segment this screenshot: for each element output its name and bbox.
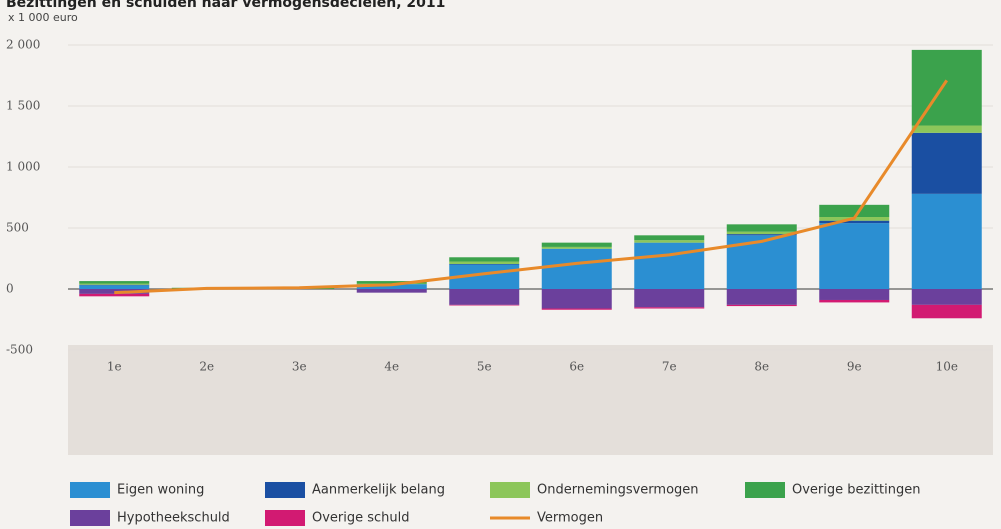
bar-segment bbox=[79, 284, 150, 286]
line-series bbox=[114, 79, 948, 295]
bar-segment bbox=[726, 234, 797, 236]
bar-segment bbox=[819, 299, 890, 303]
bar-segment bbox=[634, 307, 705, 309]
legend-swatch bbox=[265, 482, 305, 498]
y-tick-label: 1 000 bbox=[6, 160, 40, 174]
bar-segment bbox=[541, 308, 612, 310]
bar-segment bbox=[911, 304, 982, 319]
legend-swatch bbox=[70, 510, 110, 526]
bar-segment bbox=[726, 304, 797, 307]
bar-segment bbox=[634, 240, 705, 243]
legend-label: Hypotheekschuld bbox=[117, 511, 230, 526]
legend-swatch bbox=[490, 482, 530, 498]
bar-segment bbox=[356, 281, 427, 284]
x-tick-label: 1e bbox=[107, 360, 122, 374]
y-tick-label: 1 500 bbox=[6, 99, 40, 113]
bar-segment bbox=[449, 257, 520, 262]
bar-segment bbox=[726, 235, 797, 289]
bar-segment bbox=[634, 242, 705, 289]
bar-segment bbox=[449, 304, 520, 306]
legend-swatch bbox=[70, 482, 110, 498]
bar-segment bbox=[819, 223, 890, 289]
bar-segment bbox=[819, 289, 890, 300]
y-tick-label: 0 bbox=[6, 282, 14, 296]
y-tick-label: 500 bbox=[6, 221, 29, 235]
bar-segment bbox=[449, 289, 520, 305]
bar-segment bbox=[356, 284, 427, 289]
bar-segment bbox=[911, 289, 982, 305]
bar-segment bbox=[356, 289, 427, 293]
legend-label: Overige bezittingen bbox=[792, 483, 920, 498]
bar-segment bbox=[911, 125, 982, 133]
bar-segment bbox=[634, 235, 705, 241]
x-tick-label: 3e bbox=[292, 360, 307, 374]
bar-segment bbox=[79, 283, 150, 285]
bar-segment bbox=[726, 224, 797, 232]
bar-segment bbox=[79, 281, 150, 284]
legend-swatch bbox=[490, 516, 530, 520]
legend-swatch bbox=[265, 510, 305, 526]
bar-segment bbox=[449, 261, 520, 264]
category-band bbox=[68, 345, 993, 455]
y-tick-label: 2 000 bbox=[6, 38, 40, 52]
x-tick-label: 6e bbox=[569, 360, 584, 374]
legend-label: Aanmerkelijk belang bbox=[312, 483, 445, 498]
bar-segment bbox=[726, 231, 797, 235]
x-tick-label: 5e bbox=[477, 360, 492, 374]
bar-segment bbox=[911, 193, 982, 289]
x-tick-label: 8e bbox=[754, 360, 769, 374]
bar-segment bbox=[541, 242, 612, 247]
bar-segment bbox=[449, 263, 520, 265]
bar-segment bbox=[819, 220, 890, 224]
x-tick-label: 9e bbox=[847, 360, 862, 374]
bar-segment bbox=[79, 285, 150, 289]
x-tick-label: 2e bbox=[199, 360, 214, 374]
bar-segment bbox=[726, 289, 797, 305]
legend-label: Vermogen bbox=[537, 511, 603, 526]
bar-segment bbox=[911, 49, 982, 126]
bar-segment bbox=[541, 248, 612, 289]
x-tick-label: 10e bbox=[936, 360, 958, 374]
x-tick-label: 7e bbox=[662, 360, 677, 374]
legend-label: Overige schuld bbox=[312, 511, 410, 526]
legend-label: Eigen woning bbox=[117, 483, 204, 498]
bar-segment bbox=[541, 289, 612, 309]
legend-swatch bbox=[745, 482, 785, 498]
bar-segment bbox=[819, 204, 890, 218]
x-tick-label: 4e bbox=[384, 360, 399, 374]
bar-segment bbox=[541, 246, 612, 249]
bar-segment bbox=[79, 293, 150, 297]
legend-label: Ondernemingsvermogen bbox=[537, 483, 699, 498]
y-tick-label: -500 bbox=[6, 343, 33, 357]
bar-segment bbox=[911, 132, 982, 194]
y-axis-label: x 1 000 euro bbox=[8, 11, 78, 24]
bar-segment bbox=[634, 289, 705, 308]
chart-title: Bezittingen en schulden naar vermogensde… bbox=[6, 0, 445, 11]
